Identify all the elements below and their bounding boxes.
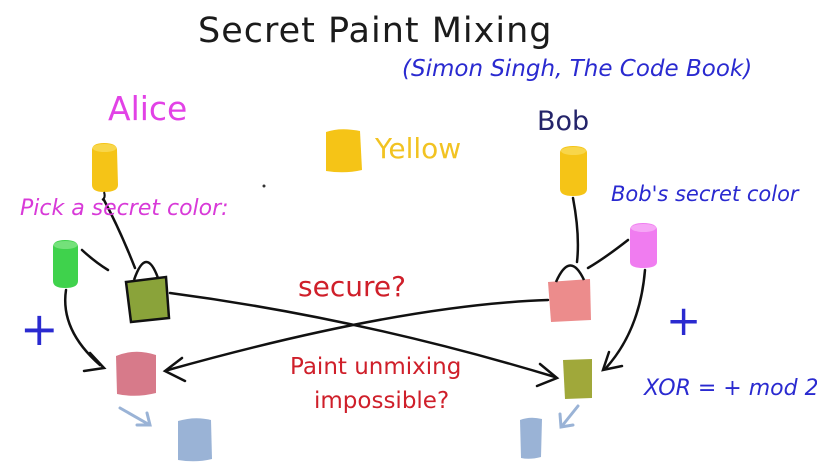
alice-result-paint-icon <box>178 418 212 462</box>
bob-secret-paint-icon <box>630 223 657 268</box>
exchange-arrow-bob-to-alice <box>162 298 550 383</box>
bob-mixing-lines <box>571 196 647 372</box>
exchange-arrow-alice-to-bob <box>168 291 560 388</box>
bob-mixed-paint-icon <box>548 264 591 322</box>
plus-right: + <box>666 296 702 345</box>
alice-final-mix-icon <box>116 351 156 396</box>
alice-mixed-paint-icon <box>124 260 171 324</box>
bob-result-arrow-icon <box>558 404 580 429</box>
secure-question: secure? <box>298 270 406 303</box>
citation: (Simon Singh, The Code Book) <box>402 56 753 82</box>
page-title: Secret Paint Mixing <box>198 11 553 51</box>
unmixing-line-1: Paint unmixing <box>290 354 462 380</box>
alice-mixing-lines <box>64 198 137 373</box>
shared-yellow-paint-icon <box>326 129 362 173</box>
unmixing-line-2: impossible? <box>314 388 450 414</box>
alice-label: Alice <box>108 89 188 128</box>
alice-instruction: Pick a secret color: <box>20 196 229 221</box>
bob-final-mix-icon <box>563 359 592 399</box>
alice-secret-paint-icon <box>53 240 78 288</box>
bob-yellow-paint-icon <box>560 146 587 196</box>
alice-result-arrow-icon <box>118 406 152 427</box>
bob-instruction: Bob's secret color <box>611 182 799 206</box>
plus-left: + <box>20 302 59 356</box>
bob-result-paint-icon <box>520 417 542 459</box>
ink-dot <box>262 184 266 188</box>
bob-label: Bob <box>537 106 590 137</box>
shared-color-label: Yellow <box>375 132 462 165</box>
alice-yellow-paint-icon <box>92 143 118 201</box>
xor-note: XOR = + mod 2 <box>644 376 817 401</box>
